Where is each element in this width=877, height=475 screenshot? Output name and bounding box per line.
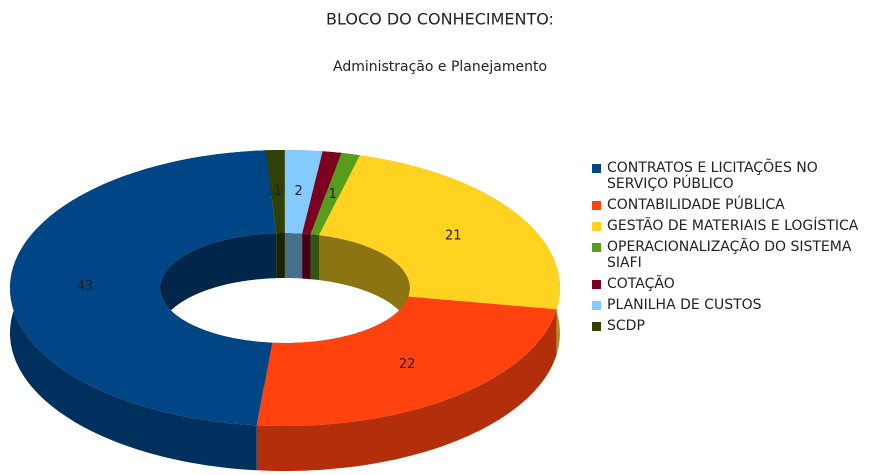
legend-swatch bbox=[592, 222, 601, 231]
slice bbox=[284, 150, 323, 234]
legend-item: GESTÃO DE MATERIAIS E LOGÍSTICA bbox=[592, 218, 877, 234]
legend-item: OPERACIONALIZAÇÃO DO SISTEMA SIAFI bbox=[592, 239, 877, 271]
legend-label: CONTRATOS E LICITAÇÕES NO SERVIÇO PÚBLIC… bbox=[607, 160, 818, 192]
data-label: 1 bbox=[274, 184, 282, 199]
chart-title: BLOCO DO CONHECIMENTO: bbox=[326, 10, 554, 29]
legend-label: SCDP bbox=[607, 318, 645, 334]
slice bbox=[10, 150, 277, 426]
slice bbox=[302, 151, 342, 235]
slice-inner-wall bbox=[319, 235, 410, 342]
slice bbox=[265, 150, 285, 234]
legend-swatch bbox=[592, 301, 601, 310]
slice-inner-wall bbox=[310, 234, 319, 281]
slice bbox=[256, 296, 557, 426]
legend: CONTRATOS E LICITAÇÕES NO SERVIÇO PÚBLIC… bbox=[592, 160, 877, 339]
data-label: 21 bbox=[445, 228, 462, 243]
slice-side bbox=[256, 309, 557, 471]
data-label: 22 bbox=[399, 357, 416, 372]
legend-swatch bbox=[592, 243, 601, 252]
legend-item: CONTRATOS E LICITAÇÕES NO SERVIÇO PÚBLIC… bbox=[592, 160, 877, 192]
legend-label: PLANILHA DE CUSTOS bbox=[607, 297, 762, 313]
legend-item: CONTABILIDADE PÚBLICA bbox=[592, 197, 877, 213]
legend-label: CONTABILIDADE PÚBLICA bbox=[607, 197, 785, 213]
slice-inner-wall bbox=[276, 233, 285, 279]
data-label: 1 bbox=[329, 187, 337, 202]
legend-label: GESTÃO DE MATERIAIS E LOGÍSTICA bbox=[607, 218, 859, 234]
legend-label: OPERACIONALIZAÇÃO DO SISTEMA SIAFI bbox=[607, 239, 852, 271]
slice bbox=[310, 152, 360, 236]
legend-swatch bbox=[592, 164, 601, 173]
data-label: 1 bbox=[315, 185, 323, 200]
data-label: 43 bbox=[77, 279, 94, 294]
legend-swatch bbox=[592, 322, 601, 331]
legend-item: SCDP bbox=[592, 318, 877, 334]
data-label: 2 bbox=[294, 184, 302, 199]
chart-subtitle: Administração e Planejamento bbox=[333, 59, 547, 75]
legend-swatch bbox=[592, 280, 601, 289]
slice bbox=[319, 155, 560, 310]
legend-swatch bbox=[592, 201, 601, 210]
slice-inner-wall bbox=[302, 233, 311, 280]
slice-inner-wall bbox=[284, 233, 303, 279]
legend-item: COTAÇÃO bbox=[592, 276, 877, 292]
legend-item: PLANILHA DE CUSTOS bbox=[592, 297, 877, 313]
legend-label: COTAÇÃO bbox=[607, 276, 675, 292]
